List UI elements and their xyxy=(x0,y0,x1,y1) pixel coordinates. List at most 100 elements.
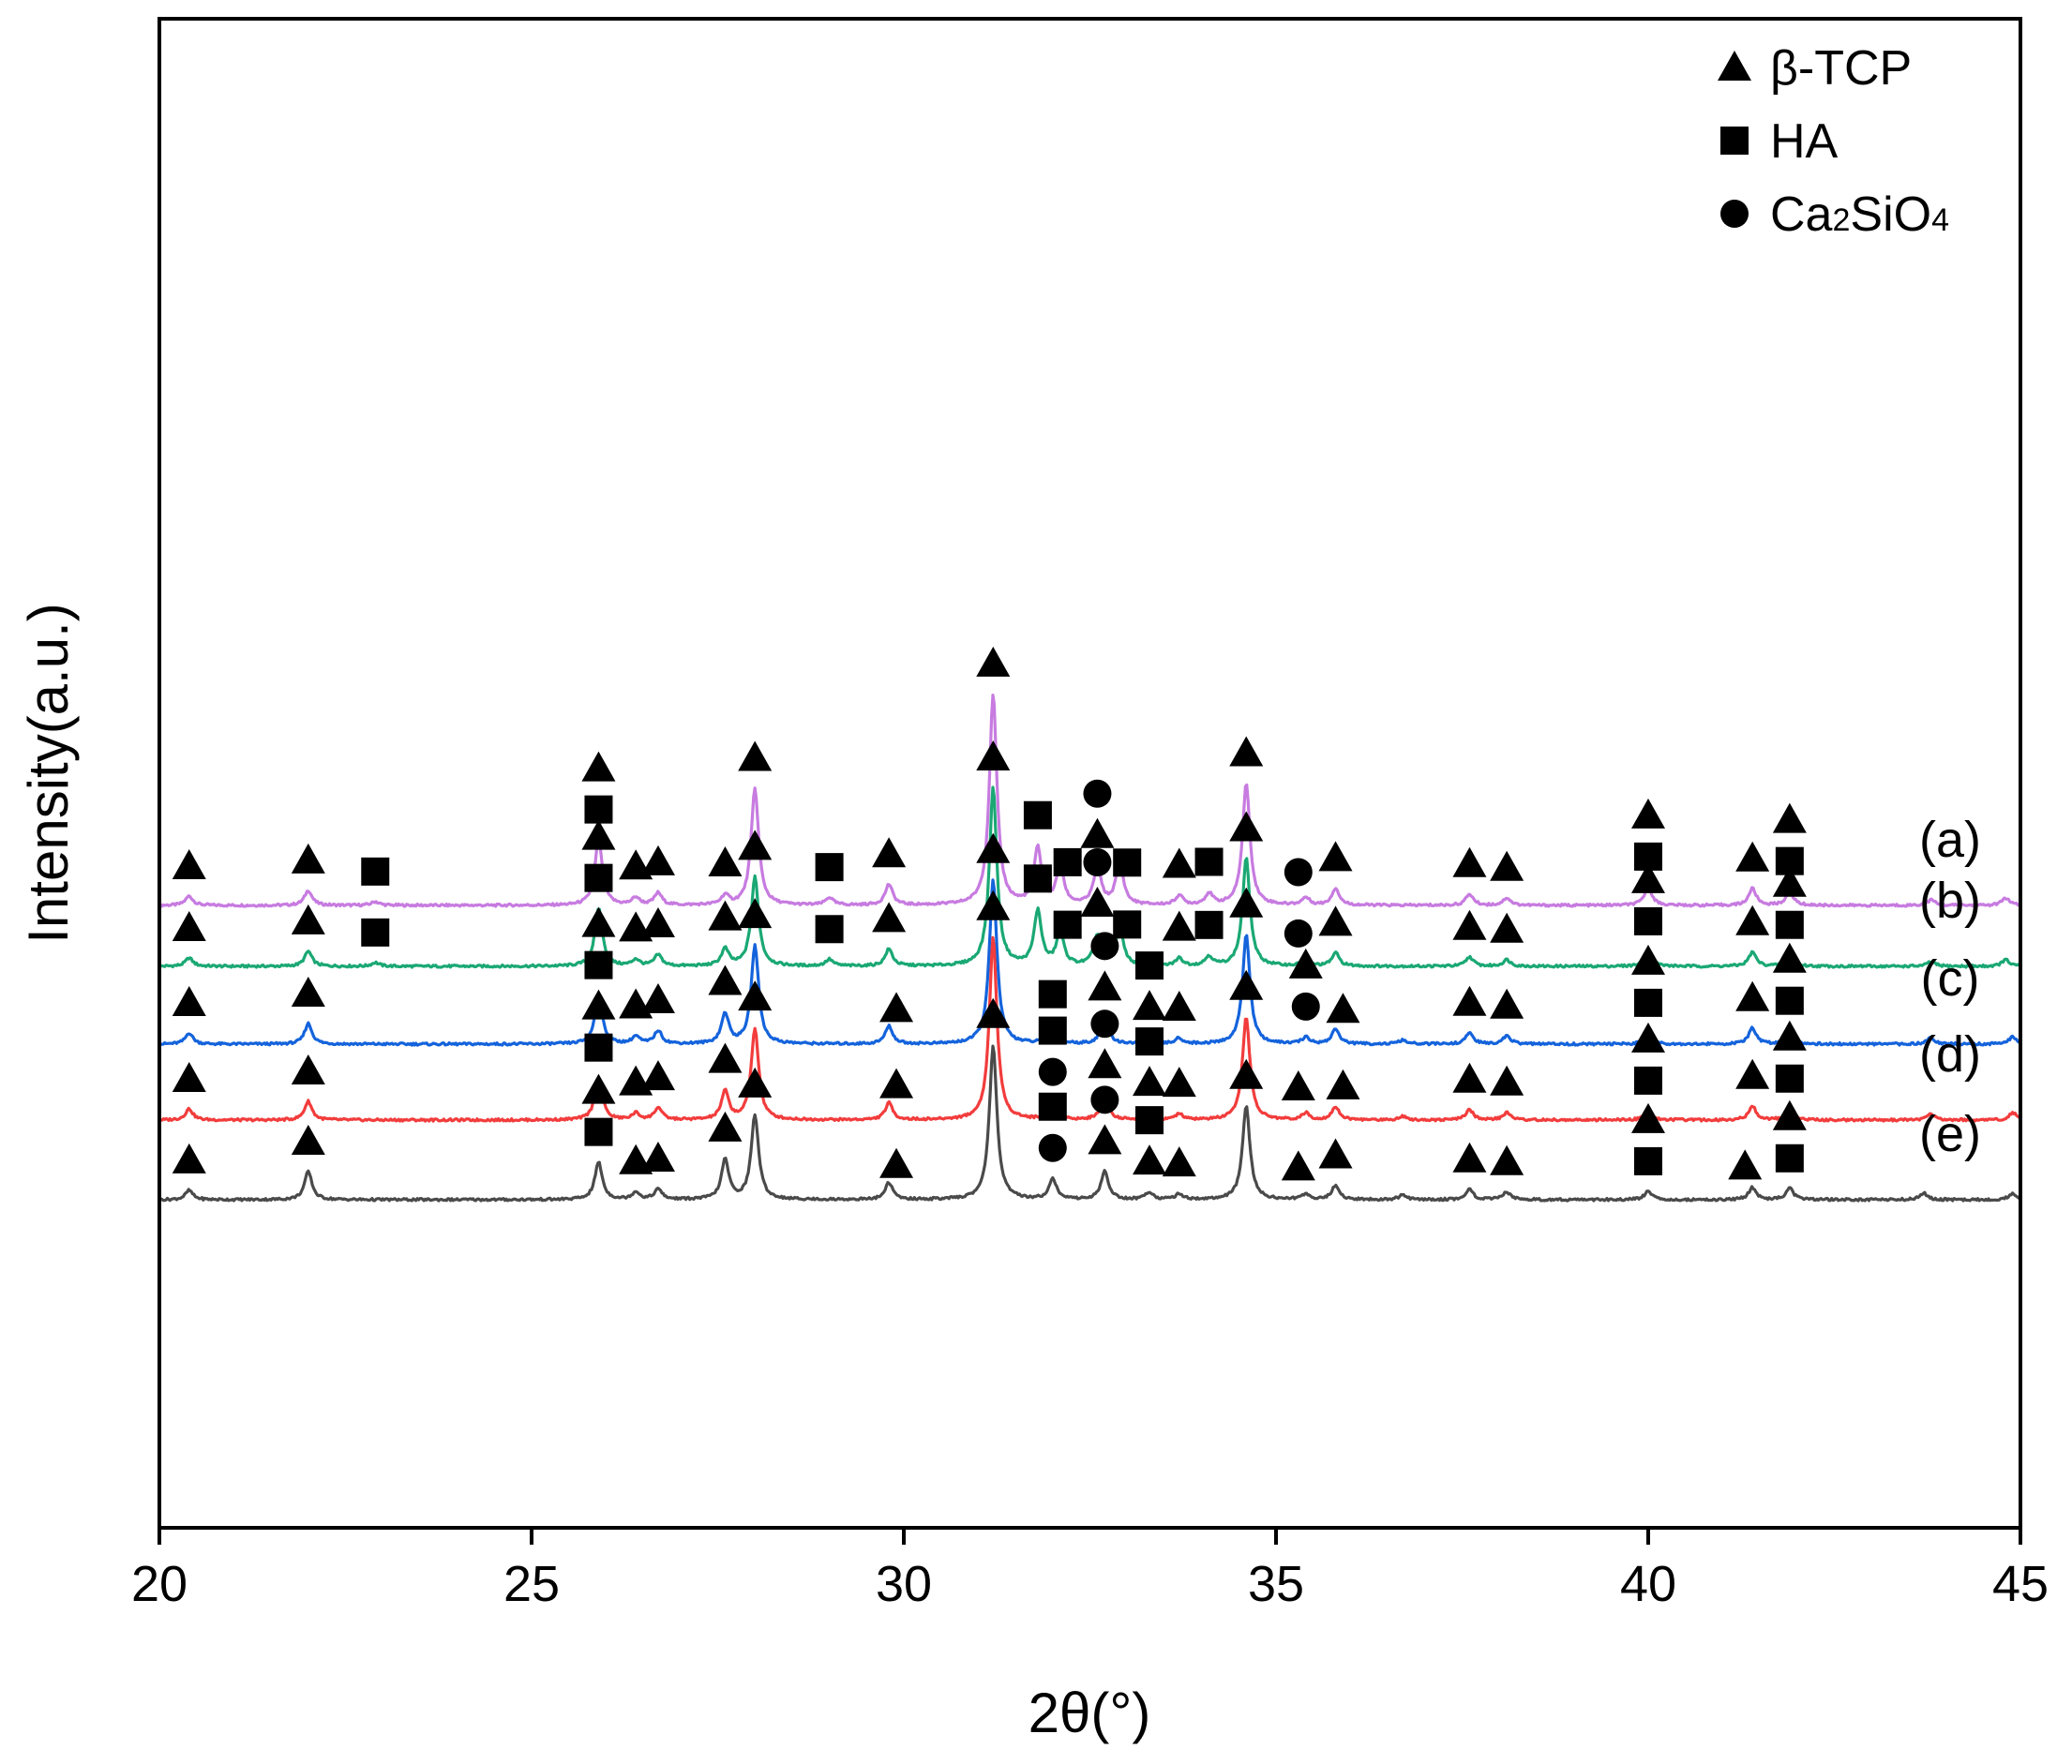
peak-marker-triangle xyxy=(1735,1058,1770,1089)
peak-marker-triangle xyxy=(172,910,206,941)
peak-marker-square xyxy=(1634,1066,1662,1095)
legend: β-TCP HA Ca2SiO4 xyxy=(1718,41,1949,242)
peak-marker-triangle xyxy=(1088,1124,1122,1155)
series-layer: (a)(b) (c) (d) (e) xyxy=(158,694,2022,1203)
peak-marker-triangle xyxy=(640,982,675,1013)
peak-marker-triangle xyxy=(1162,910,1196,941)
peak-marker-triangle xyxy=(640,907,675,938)
peak-marker-triangle xyxy=(879,1147,914,1178)
peak-marker-triangle xyxy=(640,845,675,875)
x-tick-label: 45 xyxy=(1992,1556,2049,1612)
peak-marker-triangle xyxy=(1728,1149,1763,1180)
peak-marker-triangle xyxy=(738,898,773,929)
peak-marker-triangle xyxy=(640,1060,675,1091)
peak-marker-triangle xyxy=(1772,1020,1807,1051)
peak-marker-square xyxy=(584,795,613,824)
peak-marker-triangle xyxy=(708,1042,743,1073)
peak-marker-triangle xyxy=(172,1061,206,1092)
peak-marker-circle xyxy=(1038,1133,1067,1162)
peak-marker-triangle xyxy=(581,1073,616,1104)
peak-marker-circle xyxy=(1284,858,1313,887)
peak-marker-triangle xyxy=(1452,1062,1487,1093)
peak-marker-triangle xyxy=(1080,887,1115,918)
peak-marker-triangle xyxy=(1452,846,1487,877)
peak-marker-triangle xyxy=(1631,944,1665,975)
peak-marker-triangle xyxy=(879,1068,914,1099)
peak-marker-triangle xyxy=(1490,912,1524,943)
peak-marker-triangle xyxy=(1631,1102,1665,1133)
peak-marker-triangle xyxy=(1229,969,1264,1000)
x-tick-label: 25 xyxy=(503,1556,560,1612)
legend-label: HA xyxy=(1770,114,1839,169)
series-line-e xyxy=(158,1044,2022,1203)
marker-layer xyxy=(172,646,1807,1181)
peak-marker-triangle xyxy=(1452,1142,1487,1173)
peak-marker-triangle xyxy=(640,1142,675,1173)
peak-marker-triangle xyxy=(1318,905,1353,936)
series-line-a xyxy=(158,694,2021,908)
peak-marker-triangle xyxy=(1133,1144,1167,1175)
peak-marker-square xyxy=(1023,800,1052,830)
peak-marker-triangle xyxy=(1229,811,1264,842)
peak-marker-triangle xyxy=(1631,798,1665,829)
legend-marker-square xyxy=(1720,127,1749,155)
y-axis-title: Intensity(a.u.) xyxy=(17,603,80,944)
peak-marker-square xyxy=(1775,1064,1804,1093)
legend-label: β-TCP xyxy=(1770,41,1912,96)
peak-marker-triangle xyxy=(291,1054,325,1084)
peak-marker-triangle xyxy=(738,830,773,860)
peak-marker-triangle xyxy=(1229,1058,1264,1089)
peak-marker-circle xyxy=(1284,919,1313,948)
x-tick-label: 30 xyxy=(876,1556,932,1612)
x-tick-label: 40 xyxy=(1620,1556,1676,1612)
peak-marker-triangle xyxy=(976,646,1011,677)
peak-marker-square xyxy=(1634,1146,1662,1175)
peak-marker-triangle xyxy=(581,906,616,937)
peak-marker-triangle xyxy=(1735,904,1770,935)
peak-marker-triangle xyxy=(1088,1048,1122,1079)
peak-marker-triangle xyxy=(708,1111,743,1142)
peak-marker-triangle xyxy=(172,1143,206,1174)
peak-marker-triangle xyxy=(1281,1150,1315,1181)
peak-marker-triangle xyxy=(976,889,1011,920)
peak-marker-square xyxy=(815,853,844,882)
peak-marker-triangle xyxy=(1490,1144,1524,1175)
series-label: (b) xyxy=(1919,873,1981,929)
peak-marker-triangle xyxy=(291,976,325,1007)
peak-marker-triangle xyxy=(976,832,1011,863)
peak-marker-triangle xyxy=(581,751,616,782)
peak-marker-triangle xyxy=(1229,736,1264,767)
peak-marker-triangle xyxy=(1281,1070,1315,1101)
series-line-b xyxy=(158,785,2021,969)
peak-marker-triangle xyxy=(1326,1069,1360,1099)
peak-marker-triangle xyxy=(1133,990,1167,1021)
peak-marker-square xyxy=(1194,847,1224,876)
peak-marker-triangle xyxy=(1490,850,1524,881)
peak-marker-square xyxy=(361,918,390,947)
peak-marker-triangle xyxy=(976,740,1011,771)
peak-marker-triangle xyxy=(872,902,907,933)
peak-marker-triangle xyxy=(1318,841,1353,872)
peak-marker-circle xyxy=(1291,992,1320,1021)
peak-marker-triangle xyxy=(1326,993,1360,1024)
peak-marker-triangle xyxy=(738,740,773,771)
peak-marker-triangle xyxy=(1772,942,1807,973)
peak-marker-triangle xyxy=(738,1067,773,1098)
peak-marker-triangle xyxy=(1631,1022,1665,1053)
series-label: (c) xyxy=(1921,950,1980,1007)
peak-marker-square xyxy=(1135,1027,1164,1056)
peak-marker-square xyxy=(1135,1106,1164,1135)
peak-marker-triangle xyxy=(708,964,743,995)
peak-marker-triangle xyxy=(738,980,773,1011)
peak-marker-square xyxy=(1775,986,1804,1015)
peak-marker-square xyxy=(584,863,613,892)
peak-marker-triangle xyxy=(1133,1066,1167,1097)
peak-marker-circle xyxy=(1090,932,1119,961)
series-label: (d) xyxy=(1919,1026,1981,1083)
peak-marker-triangle xyxy=(1452,909,1487,940)
peak-marker-square xyxy=(815,915,844,944)
peak-marker-triangle xyxy=(1088,970,1122,1001)
peak-marker-triangle xyxy=(1631,862,1665,893)
peak-marker-square xyxy=(1634,988,1662,1017)
